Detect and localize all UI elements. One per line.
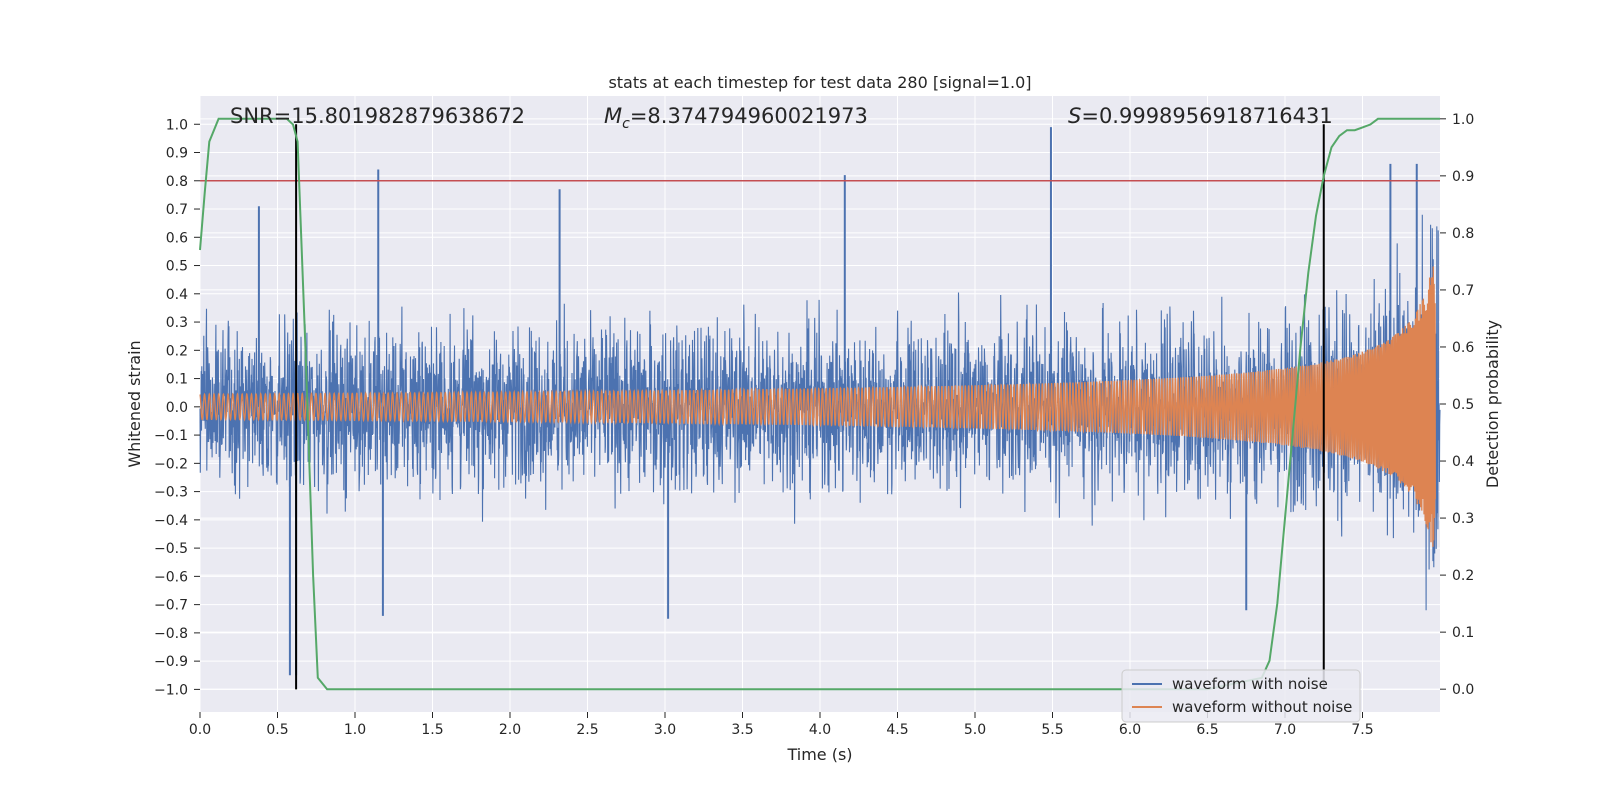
chirp-mass-value: =8.374794960021973	[630, 104, 868, 128]
y2-axis-ticks: 1.0 0.9 0.8 0.7 0.6 0.5 0.4 0.3 0.2 0.1 0.0	[1440, 112, 1474, 698]
x-tick-label: 0.5	[266, 722, 288, 738]
chirp-mass-annotation: Mc=8.374794960021973	[604, 104, 868, 132]
x-tick-label: 7.5	[1351, 722, 1373, 738]
score-annotation: S=0.9998956918716431	[1068, 104, 1333, 128]
chirp-mass-symbol: M	[604, 104, 622, 128]
y-tick-label: −0.2	[154, 456, 188, 472]
y-tick-label: 0.9	[166, 146, 188, 162]
y-tick-label: −0.3	[154, 485, 188, 501]
y2-tick-label: 0.3	[1452, 511, 1474, 527]
series-waveform-with-noise	[199, 127, 1441, 676]
x-tick-label: 5.0	[964, 722, 986, 738]
y-tick-label: 0.4	[166, 287, 188, 303]
y2-tick-label: 0.4	[1452, 454, 1474, 470]
y-tick-label: 0.3	[166, 315, 188, 331]
y-tick-label: 0.2	[166, 343, 188, 359]
clean-chirp-trace	[199, 266, 1436, 547]
y2-tick-label: 0.9	[1452, 169, 1474, 185]
y-tick-label: −0.5	[154, 541, 188, 557]
score-symbol: S	[1068, 104, 1081, 128]
chirp-mass-subscript: c	[622, 116, 630, 132]
y2-tick-label: 0.1	[1452, 625, 1474, 641]
y2-axis-label: Detection probability	[1483, 320, 1502, 488]
y2-tick-label: 0.5	[1452, 397, 1474, 413]
x-tick-label: 1.5	[421, 722, 443, 738]
x-tick-label: 5.5	[1041, 722, 1063, 738]
y-tick-label: −0.7	[154, 598, 188, 614]
y-tick-label: −0.8	[154, 626, 188, 642]
legend-label-clean: waveform without noise	[1172, 698, 1352, 716]
y-tick-label: 0.7	[166, 202, 188, 218]
x-tick-label: 0.0	[189, 722, 211, 738]
snr-annotation: SNR=15.801982879638672	[230, 104, 525, 128]
y2-tick-label: 0.2	[1452, 568, 1474, 584]
x-tick-label: 2.5	[576, 722, 598, 738]
y-tick-label: 0.1	[166, 372, 188, 388]
y2-tick-label: 0.0	[1452, 682, 1474, 698]
y-tick-label: −0.4	[154, 513, 188, 529]
y-tick-label: −0.1	[154, 428, 188, 444]
x-tick-label: 6.5	[1196, 722, 1218, 738]
legend: waveform with noise waveform without noi…	[1121, 669, 1361, 723]
y-tick-label: 0.5	[166, 259, 188, 275]
y-axis-label: Whitened strain	[125, 340, 144, 467]
x-tick-label: 4.0	[809, 722, 831, 738]
x-tick-label: 1.0	[344, 722, 366, 738]
y-tick-label: 0.6	[166, 230, 188, 246]
y2-tick-label: 0.8	[1452, 226, 1474, 242]
x-axis-label: Time (s)	[786, 745, 852, 764]
x-tick-label: 6.0	[1119, 722, 1141, 738]
y-tick-label: −1.0	[154, 682, 188, 698]
y-tick-label: 1.0	[166, 117, 188, 133]
y-tick-label: 0.0	[166, 400, 188, 416]
x-tick-label: 3.0	[654, 722, 676, 738]
x-axis-ticks: 0.0 0.5 1.0 1.5 2.0 2.5 3.0 3.5 4.0 4.5 5.0 5.5 6.0 6…	[189, 712, 1374, 738]
chart-title: stats at each timestep for test data 280…	[608, 73, 1031, 92]
y-tick-label: 0.8	[166, 174, 188, 190]
x-tick-label: 4.5	[886, 722, 908, 738]
score-value: =0.9998956918716431	[1081, 104, 1332, 128]
x-tick-label: 7.0	[1274, 722, 1296, 738]
y-axis-ticks: 1.0 0.9 0.8 0.7 0.6 0.5 0.4 0.3 0.2 0.1 0.0 −0.1 −0.…	[154, 117, 200, 698]
x-tick-label: 2.0	[499, 722, 521, 738]
y2-tick-label: 1.0	[1452, 112, 1474, 128]
x-tick-label: 3.5	[731, 722, 753, 738]
y-tick-label: −0.6	[154, 569, 188, 585]
legend-box	[1121, 669, 1361, 723]
series-waveform-without-noise	[199, 266, 1436, 547]
y2-tick-label: 0.7	[1452, 283, 1474, 299]
y-tick-label: −0.9	[154, 654, 188, 670]
y2-tick-label: 0.6	[1452, 340, 1474, 356]
legend-label-noise: waveform with noise	[1172, 675, 1328, 693]
